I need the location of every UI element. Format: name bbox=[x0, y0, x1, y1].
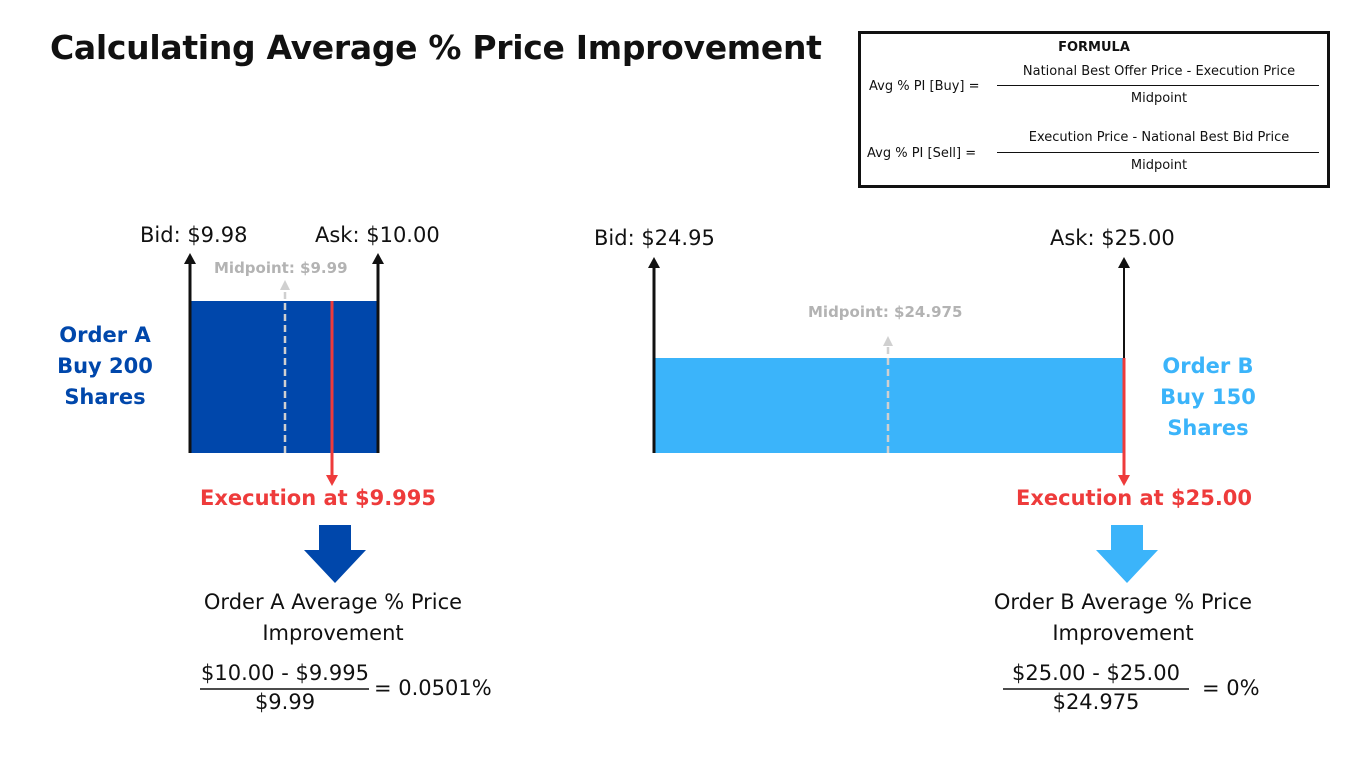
order-a-label-line2: Buy 200 bbox=[57, 354, 153, 378]
order-b-bid-label: Bid: $24.95 bbox=[594, 226, 715, 250]
order-a-bid-label: Bid: $9.98 bbox=[140, 223, 248, 247]
sell-formula-fraction-bar bbox=[997, 152, 1319, 153]
order-b-calc-numerator: $25.00 - $25.00 bbox=[1012, 661, 1180, 685]
order-b-bid-arrowhead bbox=[648, 257, 660, 268]
order-a-label-line1: Order A bbox=[59, 323, 151, 347]
buy-formula-label: Avg % PI [Buy] = bbox=[869, 79, 980, 94]
order-b-result-title: Order B Average % Price Improvement bbox=[960, 587, 1286, 649]
buy-formula-denominator: Midpoint bbox=[1130, 91, 1188, 106]
order-b-result-line1: Order B Average % Price bbox=[993, 590, 1253, 614]
sell-formula-denominator: Midpoint bbox=[1130, 158, 1188, 173]
buy-formula-fraction-bar bbox=[997, 85, 1319, 86]
order-b-down-arrow-icon bbox=[1096, 525, 1158, 583]
order-b-midpoint-label: Midpoint: $24.975 bbox=[808, 303, 963, 321]
formula-heading: FORMULA bbox=[1058, 40, 1130, 55]
order-b-label-line3: Shares bbox=[1167, 416, 1249, 440]
order-a-ask-arrowhead bbox=[372, 253, 384, 264]
order-b-label-line1: Order B bbox=[1162, 354, 1254, 378]
order-b-ask-arrowhead bbox=[1118, 257, 1130, 268]
order-a-calc-numerator: $10.00 - $9.995 bbox=[201, 661, 369, 685]
order-a-calc-result: = 0.0501% bbox=[374, 676, 492, 700]
sell-formula-label: Avg % PI [Sell] = bbox=[867, 146, 977, 161]
order-a-result-line2: Improvement bbox=[262, 621, 404, 645]
sell-formula-numerator: Execution Price - National Best Bid Pric… bbox=[1028, 130, 1290, 145]
order-a-label-line3: Shares bbox=[64, 385, 146, 409]
order-a-down-arrow-icon bbox=[304, 525, 366, 583]
order-b-calc-denominator: $24.975 bbox=[1052, 690, 1140, 714]
order-b-calc-result: = 0% bbox=[1202, 676, 1260, 700]
order-a-midpoint-label: Midpoint: $9.99 bbox=[214, 259, 348, 277]
page-title: Calculating Average % Price Improvement bbox=[50, 28, 822, 67]
order-a-calc-denominator: $9.99 bbox=[254, 690, 316, 714]
order-a-result-title: Order A Average % Price Improvement bbox=[170, 587, 496, 649]
order-a-result-line1: Order A Average % Price bbox=[203, 590, 463, 614]
order-b-execution-arrowhead bbox=[1118, 475, 1130, 486]
order-b-ask-label: Ask: $25.00 bbox=[1050, 226, 1175, 250]
order-a-midpoint-arrowhead bbox=[280, 280, 290, 290]
order-a-execution-arrowhead bbox=[326, 475, 338, 486]
order-b-label-line2: Buy 150 bbox=[1160, 385, 1256, 409]
order-b-result-line2: Improvement bbox=[1052, 621, 1194, 645]
order-a-execution-label: Execution at $9.995 bbox=[200, 486, 437, 510]
order-a-label: Order A Buy 200 Shares bbox=[45, 320, 165, 413]
order-b-execution-label: Execution at $25.00 bbox=[1016, 486, 1253, 510]
formula-box: FORMULA Avg % PI [Buy] = National Best O… bbox=[858, 31, 1330, 188]
order-b-midpoint-arrowhead bbox=[883, 336, 893, 346]
buy-formula-numerator: National Best Offer Price - Execution Pr… bbox=[1022, 64, 1296, 79]
order-a-bid-arrowhead bbox=[184, 253, 196, 264]
order-a-ask-label: Ask: $10.00 bbox=[315, 223, 440, 247]
order-b-label: Order B Buy 150 Shares bbox=[1148, 351, 1268, 444]
